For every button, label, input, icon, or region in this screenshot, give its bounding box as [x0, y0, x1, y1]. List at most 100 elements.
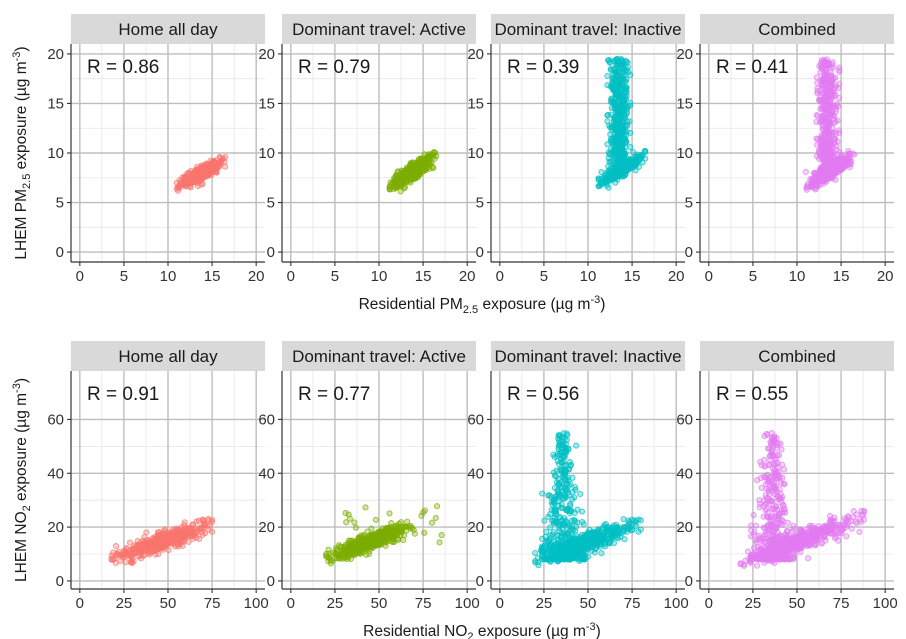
scatter-point: [562, 493, 569, 500]
correlation-label: R = 0.79: [298, 57, 370, 78]
scatter-point: [829, 523, 836, 530]
scatter-point: [195, 517, 203, 524]
scatter-point: [177, 181, 185, 188]
scatter-point: [581, 534, 588, 541]
x-tick-label: 5: [749, 268, 757, 285]
y-tick-label: 40: [467, 465, 484, 482]
scatter-point: [185, 524, 192, 531]
facet-strip-label: Dominant travel: Active: [292, 347, 466, 366]
scatter-point: [612, 114, 619, 121]
scatter-point: [604, 72, 611, 79]
scatter-point: [109, 549, 117, 556]
y-tick-label: 0: [476, 244, 484, 261]
y-tick-label: 5: [685, 195, 693, 212]
scatter-point: [622, 113, 629, 120]
y-tick-label: 20: [47, 46, 64, 63]
scatter-point: [837, 521, 844, 528]
scatter-point: [552, 520, 559, 527]
scatter-point: [213, 157, 220, 164]
x-tick-label: 50: [160, 595, 177, 612]
scatter-point: [623, 76, 630, 83]
scatter-point: [809, 531, 816, 538]
scatter-point: [161, 544, 168, 551]
scatter-point: [572, 484, 579, 491]
scatter-point: [576, 536, 583, 543]
scatter-point: [352, 524, 359, 531]
scatter-point: [408, 175, 415, 182]
x-tick-label: 25: [536, 595, 553, 612]
scatter-point: [741, 562, 748, 569]
scatter-point: [619, 165, 626, 172]
scatter-point: [604, 141, 611, 148]
x-tick-label: 15: [833, 268, 850, 285]
scatter-point: [423, 154, 430, 161]
scatter-point: [353, 543, 360, 550]
scatter-point: [586, 534, 593, 541]
scatter-point: [812, 542, 819, 549]
scatter-point: [618, 148, 625, 155]
scatter-point: [560, 458, 567, 465]
scatter-point: [614, 93, 621, 100]
facet-strip: [282, 14, 476, 44]
scatter-point: [616, 68, 623, 75]
scatter-point: [185, 538, 192, 545]
scatter-point: [386, 510, 393, 517]
correlation-label: R = 0.86: [87, 57, 159, 78]
scatter-point: [605, 167, 612, 174]
scatter-point: [823, 118, 830, 125]
scatter-point: [626, 519, 633, 526]
scatter-point: [165, 530, 172, 537]
scatter-point: [551, 507, 558, 514]
scatter-point: [535, 562, 542, 569]
scatter-point: [836, 148, 843, 155]
scatter-point: [860, 516, 868, 523]
x-tick-label: 75: [624, 595, 641, 612]
scatter-point: [611, 533, 618, 540]
scatter-point: [194, 182, 201, 190]
scatter-point: [603, 527, 610, 534]
scatter-point: [831, 517, 838, 524]
scatter-point: [129, 559, 136, 566]
scatter-point: [799, 528, 806, 535]
x-tick-label: 10: [789, 268, 806, 285]
y-tick-label: 5: [476, 195, 484, 212]
scatter-point: [790, 525, 797, 532]
scatter-point: [420, 509, 427, 516]
scatter-point: [611, 168, 618, 175]
y-tick-label: 0: [56, 244, 64, 261]
x-tick-label: 0: [287, 595, 295, 612]
y-tick-label: 0: [685, 244, 693, 261]
scatter-point: [814, 79, 821, 86]
scatter-point: [209, 528, 216, 535]
scatter-point: [564, 531, 571, 538]
scatter-point: [814, 85, 821, 92]
scatter-point: [622, 144, 629, 151]
scatter-point: [598, 550, 605, 557]
scatter-point: [613, 56, 620, 63]
scatter-point: [622, 84, 629, 91]
scatter-point: [834, 138, 841, 145]
facet-strip-label: Dominant travel: Active: [292, 20, 466, 39]
x-tick-label: 0: [705, 268, 713, 285]
scatter-point: [414, 162, 421, 169]
scatter-point: [414, 169, 421, 176]
scatter-point: [625, 69, 632, 76]
scatter-point: [396, 179, 403, 186]
scatter-point: [539, 552, 546, 559]
scatter-point: [407, 160, 414, 167]
correlation-label: R = 0.56: [507, 384, 579, 405]
scatter-point: [819, 64, 826, 71]
scatter-point: [556, 524, 563, 532]
scatter-point: [805, 555, 812, 562]
y-tick-label: 15: [676, 95, 693, 112]
y-tick-label: 15: [258, 95, 275, 112]
scatter-point: [613, 108, 620, 116]
scatter-point: [810, 170, 818, 177]
scatter-point: [372, 516, 379, 523]
scatter-point: [820, 156, 827, 163]
